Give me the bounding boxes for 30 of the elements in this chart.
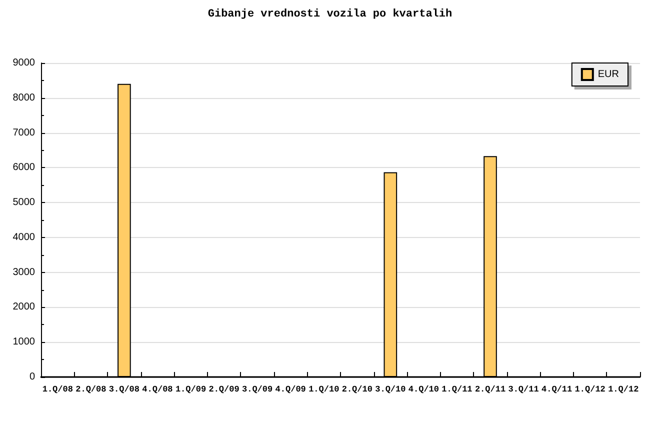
- y-tick-label: 9000: [12, 58, 36, 68]
- y-tick-label: 1000: [12, 336, 36, 348]
- y-tick-label: 0: [29, 372, 36, 382]
- y-tick-label: 2000: [12, 302, 36, 313]
- y-tick-label: 8000: [12, 92, 36, 104]
- x-tick-label: 2.Q/11: [474, 384, 506, 394]
- x-tick-label: 3.Q/08: [108, 384, 140, 394]
- x-tick-label: 1.Q/10: [308, 384, 340, 394]
- x-tick-label: 1.Q/11: [442, 384, 472, 394]
- chart-title: Gibanje vrednosti vozila po kvartalih: [208, 8, 452, 20]
- x-tick-label: 4.Q/09: [275, 384, 306, 394]
- y-tick-label: 5000: [12, 197, 36, 208]
- x-tick-label: 3.Q/09: [242, 384, 273, 394]
- x-tick-label: 4.Q/08: [142, 384, 173, 394]
- x-tick-label: 2.Q/10: [342, 384, 372, 394]
- legend-label: EUR: [598, 69, 620, 80]
- x-tick-label: 3.Q/10: [375, 384, 406, 394]
- y-tick-label: 6000: [12, 162, 36, 174]
- y-tick-label: 7000: [12, 127, 36, 138]
- x-tick-label: 4.Q/11: [542, 384, 572, 394]
- x-tick-label: 1.Q/12: [574, 384, 606, 394]
- x-tick-label: 2.Q/09: [208, 384, 240, 394]
- x-tick-label: 1.Q/09: [175, 384, 206, 394]
- y-tick-label: 3000: [12, 266, 36, 278]
- x-tick-label: 1.Q/08: [42, 384, 73, 394]
- x-tick-label: 1.Q/12: [608, 384, 639, 394]
- x-tick-label: 2.Q/08: [76, 384, 106, 394]
- x-tick-label: 4.Q/10: [408, 384, 439, 394]
- y-tick-label: 4000: [12, 232, 36, 243]
- x-tick-label: 3.Q/11: [508, 384, 539, 394]
